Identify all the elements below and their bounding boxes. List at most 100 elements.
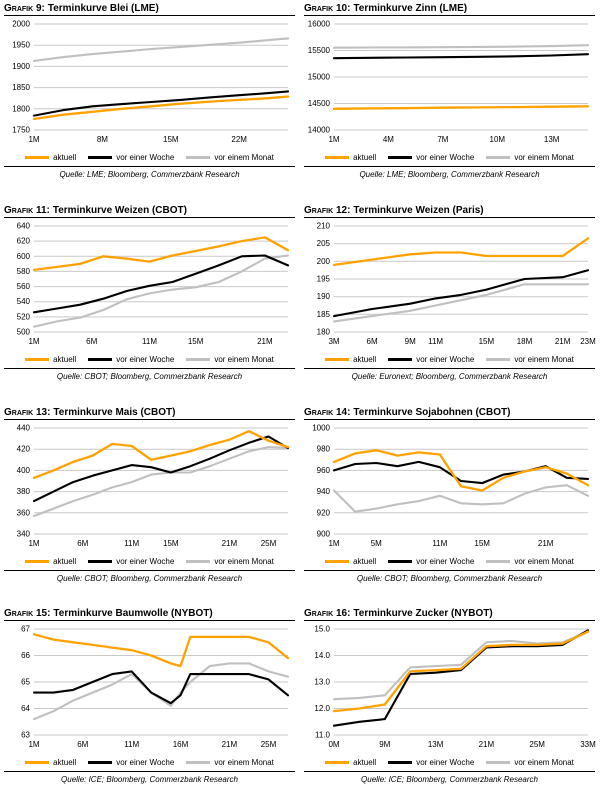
legend-item-month: vor einem Monat	[186, 557, 274, 566]
svg-text:9M: 9M	[405, 337, 416, 346]
svg-text:21M: 21M	[479, 740, 495, 749]
legend-label: vor einer Woche	[416, 354, 475, 364]
svg-text:14.0: 14.0	[314, 651, 330, 660]
aktuell-line-swatch	[25, 761, 50, 765]
divider	[4, 771, 295, 773]
svg-text:540: 540	[17, 297, 31, 306]
svg-text:21M: 21M	[222, 740, 238, 749]
chart-legend: aktuell vor einer Woche vor einem Monat	[4, 557, 295, 566]
line-chart: 63 64 65 66 67 1M 6M 11M 16M 21M 25M	[21, 625, 290, 749]
svg-text:15500: 15500	[308, 46, 331, 55]
divider	[304, 367, 595, 369]
svg-text:200: 200	[317, 257, 331, 266]
svg-text:600: 600	[17, 252, 31, 261]
chart-legend: aktuell vor einer Woche vor einem Monat	[4, 153, 295, 162]
line-chart: 180 185 190 195 200 205 210 3M 6M 9M 11M 15M 18M 21M 2…	[317, 221, 596, 346]
month-line-swatch	[486, 559, 511, 563]
legend-item-month: vor einem Monat	[486, 355, 574, 364]
svg-text:940: 940	[317, 487, 331, 496]
chart-title: Grafik 10: Terminkurve Zinn (LME)	[304, 3, 595, 16]
legend-label: vor einem Monat	[514, 354, 574, 364]
legend-item-aktuell: aktuell	[25, 355, 76, 364]
chart-legend: aktuell vor einer Woche vor einem Monat	[304, 557, 595, 566]
line-chart: 11.0 12.0 13.0 14.0 15.0 0M 9M 13M 21M 25M 33M	[314, 625, 596, 750]
legend-label: vor einem Monat	[214, 758, 274, 768]
legend-item-week: vor einer Woche	[388, 758, 474, 767]
svg-text:11M: 11M	[124, 539, 139, 548]
svg-text:10M: 10M	[490, 135, 506, 144]
svg-text:25M: 25M	[261, 539, 277, 548]
source-note: Quelle: CBOT; Bloomberg, Commerzbank Res…	[56, 573, 243, 583]
svg-text:4M: 4M	[383, 135, 394, 144]
line-chart: 1750 1800 1850 1900 1950 2000 1M 8M 15M 22M	[12, 20, 290, 144]
svg-text:440: 440	[17, 423, 31, 432]
svg-text:15000: 15000	[308, 73, 331, 82]
svg-text:11.0: 11.0	[315, 731, 331, 740]
svg-text:1750: 1750	[12, 126, 30, 135]
source-note: Quelle: CBOT; Bloomberg, Commerzbank Res…	[356, 573, 543, 583]
chart-label: Grafik 11:	[4, 204, 50, 216]
svg-text:6M: 6M	[367, 337, 378, 346]
legend-item-week: vor einer Woche	[388, 153, 474, 162]
divider	[4, 569, 295, 571]
svg-text:25M: 25M	[529, 740, 545, 749]
svg-text:15M: 15M	[163, 539, 179, 548]
svg-text:15M: 15M	[479, 337, 495, 346]
chart-legend: aktuell vor einer Woche vor einem Monat	[4, 758, 295, 767]
source-note: Quelle: Euronext; Bloomberg, Commerzbank…	[351, 371, 548, 381]
month-line-swatch	[186, 559, 211, 563]
divider	[304, 771, 595, 773]
chart-label: Grafik 13:	[4, 406, 51, 418]
legend-item-week: vor einer Woche	[88, 557, 174, 566]
chart-title-text: Terminkurve Zinn (LME)	[353, 3, 468, 14]
svg-text:6M: 6M	[77, 539, 88, 548]
chart-panel-grafik-10: Grafik 10: Terminkurve Zinn (LME) 14000 14…	[300, 0, 600, 202]
month-line-swatch	[486, 156, 511, 159]
legend-label: vor einem Monat	[514, 153, 574, 162]
svg-text:900: 900	[317, 529, 331, 538]
legend-item-week: vor einer Woche	[88, 758, 174, 767]
aktuell-line-swatch	[325, 357, 350, 361]
aktuell-line-swatch	[25, 156, 50, 159]
legend-label: vor einem Monat	[214, 153, 274, 162]
source-note: Quelle: CBOT; Bloomberg, Commerzbank Res…	[56, 371, 243, 381]
svg-text:1900: 1900	[12, 62, 30, 71]
svg-text:180: 180	[317, 327, 331, 336]
legend-label: vor einem Monat	[514, 758, 574, 768]
svg-text:33M: 33M	[580, 740, 596, 749]
week-line-swatch	[388, 761, 413, 765]
aktuell-line-swatch	[25, 559, 50, 563]
chart-label: Grafik 12:	[304, 204, 351, 216]
legend-label: vor einer Woche	[116, 153, 175, 162]
chart-title: Grafik 16: Terminkurve Zucker (NYBOT)	[304, 608, 595, 622]
svg-text:380: 380	[17, 487, 31, 496]
svg-text:620: 620	[17, 236, 31, 245]
chart-title: Grafik 14: Terminkurve Sojabohnen (CBOT)	[304, 407, 595, 420]
svg-text:8M: 8M	[97, 135, 108, 144]
svg-text:500: 500	[17, 327, 31, 336]
legend-label: aktuell	[53, 354, 77, 364]
svg-text:1800: 1800	[12, 104, 30, 113]
chart-label: Grafik 16:	[304, 608, 351, 620]
svg-text:360: 360	[17, 508, 31, 517]
chart-title-text: Terminkurve Sojabohnen (CBOT)	[353, 406, 511, 418]
line-chart: 14000 14500 15000 15500 16000 1M 4M 7M 10M 13M	[308, 20, 590, 144]
divider	[4, 367, 295, 369]
week-line-swatch	[388, 156, 413, 159]
svg-text:21M: 21M	[555, 337, 571, 346]
svg-text:1M: 1M	[28, 135, 39, 144]
legend-item-aktuell: aktuell	[25, 153, 76, 162]
legend-item-aktuell: aktuell	[25, 557, 76, 566]
svg-text:15M: 15M	[163, 135, 179, 144]
chart-panel-grafik-12: Grafik 12: Terminkurve Weizen (Paris) 180…	[300, 202, 600, 404]
divider	[304, 569, 595, 571]
chart-panel-grafik-9: Grafik 9: Terminkurve Blei (LME) 1750 1800…	[0, 0, 300, 202]
legend-label: aktuell	[353, 354, 377, 364]
svg-text:980: 980	[317, 444, 331, 453]
source-note: Quelle: ICE; Bloomberg, Commerzbank Rese…	[361, 775, 538, 785]
legend-label: vor einer Woche	[416, 556, 475, 566]
legend-item-aktuell: aktuell	[325, 153, 376, 162]
svg-text:560: 560	[17, 282, 31, 291]
legend-item-week: vor einer Woche	[388, 355, 474, 364]
